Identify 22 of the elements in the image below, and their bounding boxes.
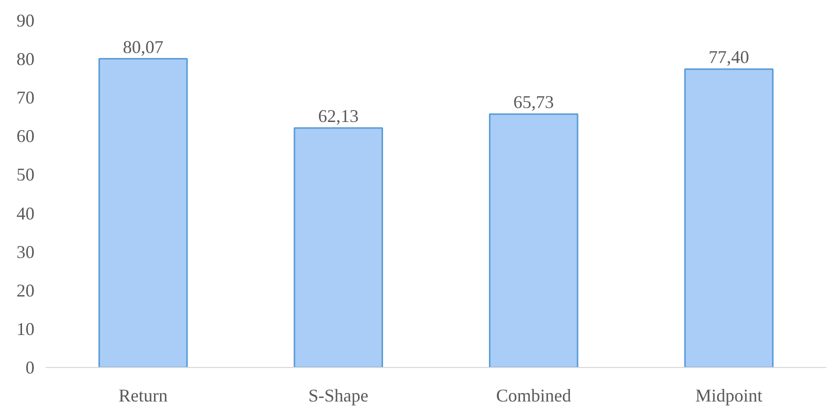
data-label: 77,40 (708, 47, 750, 68)
y-tick-label: 90 (16, 10, 34, 30)
y-tick-label: 10 (16, 318, 34, 339)
bar (98, 58, 188, 368)
x-tick-label: Return (118, 386, 168, 406)
y-tick-label: 0 (26, 358, 34, 378)
y-tick-label: 40 (16, 203, 34, 224)
data-label: 65,73 (513, 92, 554, 112)
y-tick-label: 20 (16, 280, 34, 300)
bar (294, 127, 384, 368)
x-tick-label: S-Shape (308, 386, 368, 406)
y-tick-label: 70 (16, 88, 34, 108)
data-label: 62,13 (318, 106, 359, 126)
data-label: 80,07 (122, 36, 164, 57)
x-tick-label: Combined (496, 386, 572, 406)
bar (488, 113, 578, 368)
bar (684, 68, 774, 368)
y-tick-label: 80 (16, 49, 34, 70)
y-tick-label: 60 (16, 126, 34, 146)
y-tick-label: 30 (16, 242, 34, 262)
y-tick-label: 50 (16, 164, 34, 185)
x-tick-label: Midpoint (695, 386, 762, 406)
